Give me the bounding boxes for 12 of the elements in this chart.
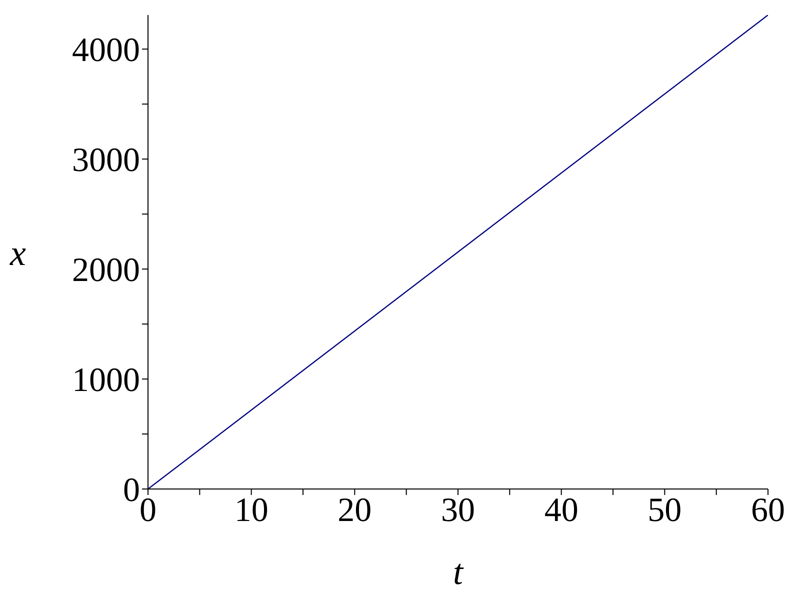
x-tick-label: 30 [441, 492, 475, 530]
y-tick-label: 2000 [72, 252, 140, 290]
x-tick-label: 60 [751, 492, 785, 530]
y-tick-label: 3000 [72, 142, 140, 180]
y-tick-label: 1000 [72, 362, 140, 400]
x-tick-label: 50 [648, 492, 682, 530]
x-tick-label: 20 [338, 492, 372, 530]
y-tick-label: 4000 [72, 32, 140, 70]
x-axis-title: t [452, 552, 464, 592]
x-tick-label: 10 [234, 492, 268, 530]
y-axis-title: x [9, 232, 26, 273]
x-tick-label: 40 [544, 492, 578, 530]
